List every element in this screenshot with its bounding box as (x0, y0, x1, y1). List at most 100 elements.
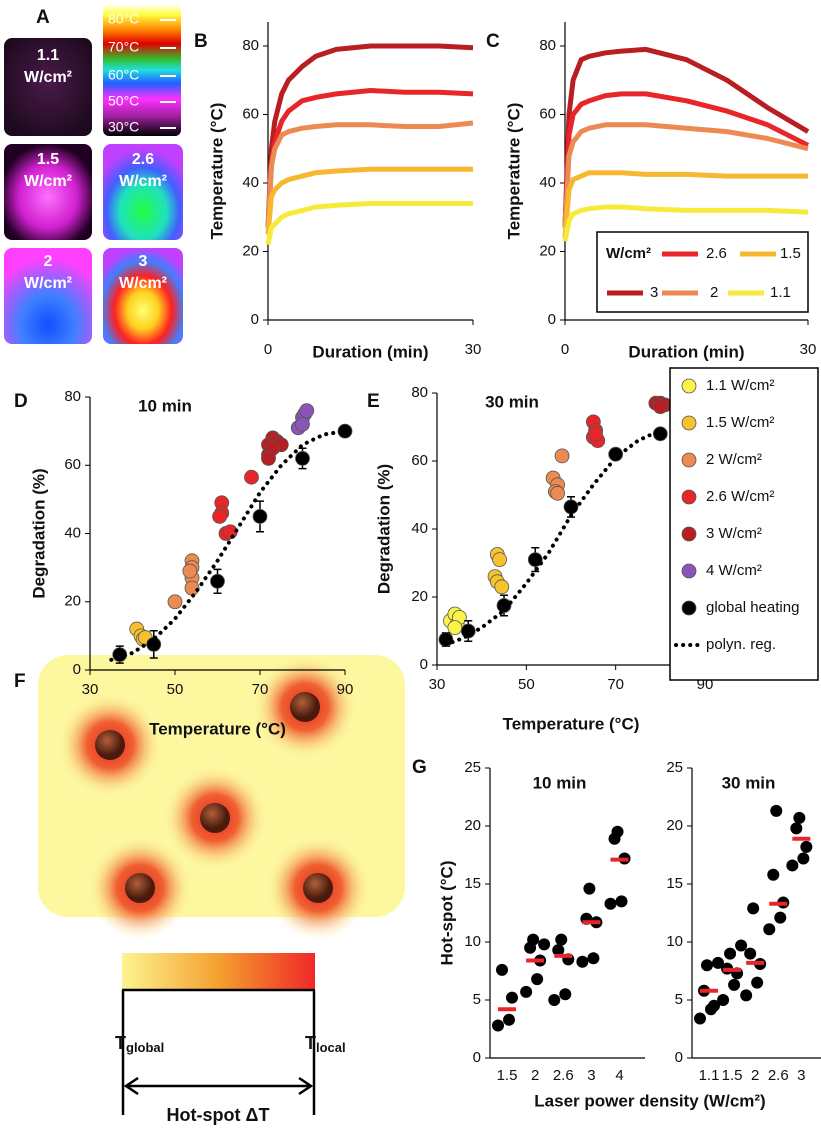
point (538, 938, 551, 951)
chart-title: 10 min (138, 396, 192, 415)
particle (200, 803, 230, 833)
thermal-images: 80°C 70°C 60°C 50°C 30°C 1.1 W/cm² 1.5 W… (4, 4, 183, 344)
legend-label: global heating (706, 599, 799, 616)
scale-label: 50°C (108, 93, 139, 109)
panel-label: E (367, 391, 380, 412)
point (252, 509, 268, 524)
point (770, 804, 783, 817)
point (652, 426, 668, 442)
y-axis-label: Temperature (°C) (504, 103, 523, 240)
y-tick-label: 40 (411, 520, 428, 537)
point (611, 825, 624, 838)
point (763, 923, 776, 936)
y-tick-label: 0 (420, 656, 428, 673)
image-power: 2 (44, 253, 53, 270)
y-tick-label: 20 (464, 817, 481, 834)
x-tick-label: 70 (252, 681, 269, 698)
point (744, 947, 757, 960)
line (562, 204, 809, 242)
y-tick-label: 60 (539, 105, 556, 122)
particle (290, 692, 320, 722)
point (496, 963, 508, 976)
caption: Hot-spot ΔT (167, 1105, 270, 1125)
x-tick-label: 1.5 (722, 1067, 743, 1084)
y-axis-label: Degradation (%) (374, 464, 393, 594)
y-tick-label: 60 (64, 456, 81, 473)
image-power: 2.6 (132, 151, 154, 168)
point (554, 448, 570, 464)
regression-line (109, 429, 347, 662)
point (563, 499, 579, 515)
thermal-image (103, 144, 183, 240)
x-axis-label: Temperature (°C) (149, 719, 286, 738)
y-tick-label: 15 (464, 875, 481, 892)
legend-swatch (681, 489, 697, 505)
legend-label: 2 (710, 284, 718, 301)
legend-swatch (681, 452, 697, 468)
image-unit: W/cm² (119, 275, 167, 292)
point (520, 985, 533, 998)
x-tick-label: 30 (800, 341, 817, 358)
point (608, 446, 624, 462)
scale-label: 70°C (108, 39, 139, 55)
line (265, 120, 474, 228)
y-tick-label: 20 (666, 817, 683, 834)
legend-title: W/cm² (606, 245, 651, 262)
y-tick-label: 15 (666, 875, 683, 892)
x-tick-label: 2.6 (768, 1067, 789, 1084)
chart-title: 30 min (722, 773, 776, 792)
scale-label: 30°C (108, 119, 139, 135)
x-tick-label: 3 (797, 1067, 805, 1084)
point (503, 1013, 515, 1026)
x-tick-label: 0 (561, 341, 569, 358)
image-power: 1.5 (37, 151, 59, 168)
point (299, 403, 315, 419)
point (212, 509, 228, 524)
regression-line (443, 428, 663, 647)
t-main: T (115, 1033, 126, 1053)
thermal-image (103, 248, 183, 344)
x-tick-label: 2 (531, 1067, 539, 1084)
panel-label: C (486, 31, 500, 52)
point (182, 563, 198, 579)
legend-swatch (681, 526, 697, 542)
point (492, 552, 507, 567)
x-tick-label: 70 (607, 676, 624, 693)
x-axis-label: Duration (min) (312, 342, 428, 361)
point (800, 840, 813, 853)
hotspot-diagram: Tglobal Tlocal Hot-spot ΔT (38, 655, 405, 1125)
legend-swatch (681, 563, 697, 579)
legend-label: 1.1 W/cm² (706, 377, 774, 394)
point (588, 426, 603, 442)
point (790, 822, 803, 835)
x-tick-label: 2 (751, 1067, 759, 1084)
image-unit: W/cm² (24, 275, 72, 292)
image-unit: W/cm² (119, 173, 167, 190)
point (708, 999, 720, 1012)
t-global: Tglobal (115, 1033, 164, 1056)
line (265, 88, 474, 228)
point (615, 895, 628, 908)
point (337, 423, 353, 439)
x-tick-label: 30 (429, 676, 446, 693)
y-tick-label: 10 (666, 933, 683, 950)
y-tick-label: 80 (242, 37, 259, 54)
y-tick-label: 5 (473, 991, 481, 1008)
legend-label: polyn. reg. (706, 636, 776, 653)
y-tick-label: 25 (666, 759, 683, 776)
point (167, 594, 183, 610)
legend-label: 3 W/cm² (706, 525, 762, 542)
line (265, 166, 473, 235)
point (261, 451, 276, 466)
y-tick-label: 40 (539, 174, 556, 191)
point (793, 811, 806, 824)
point (244, 469, 259, 485)
legend-swatch (681, 378, 697, 394)
y-tick-label: 80 (411, 384, 428, 401)
point (506, 991, 518, 1004)
y-axis-label: Degradation (%) (29, 468, 48, 598)
point (797, 852, 810, 865)
y-tick-label: 20 (539, 242, 556, 259)
panel-label: D (14, 391, 28, 412)
